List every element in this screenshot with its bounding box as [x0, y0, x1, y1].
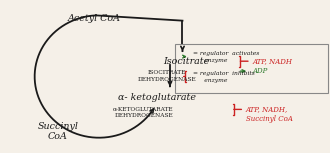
Text: Acetyl CoA: Acetyl CoA	[68, 14, 120, 23]
Text: ATP, NADH: ATP, NADH	[252, 57, 292, 65]
Text: α-KETOGLUTARATE
DEHYDROGENASE: α-KETOGLUTARATE DEHYDROGENASE	[113, 107, 174, 118]
Text: Isocitrate: Isocitrate	[163, 57, 210, 66]
Text: ADP: ADP	[252, 67, 268, 75]
Text: Succinyl CoA: Succinyl CoA	[246, 115, 293, 123]
Text: ISOCITRATE
DEHYDROGENASE: ISOCITRATE DEHYDROGENASE	[137, 70, 196, 82]
Text: ATP, NADH,: ATP, NADH,	[246, 105, 288, 113]
FancyBboxPatch shape	[175, 44, 328, 93]
Text: = regulator  inhibits
      enzyme: = regulator inhibits enzyme	[193, 71, 255, 82]
Text: Succinyl
CoA: Succinyl CoA	[37, 122, 78, 141]
Text: α- ketoglutarate: α- ketoglutarate	[118, 93, 196, 102]
Text: = regulator  activates
      enzyme: = regulator activates enzyme	[193, 51, 259, 63]
